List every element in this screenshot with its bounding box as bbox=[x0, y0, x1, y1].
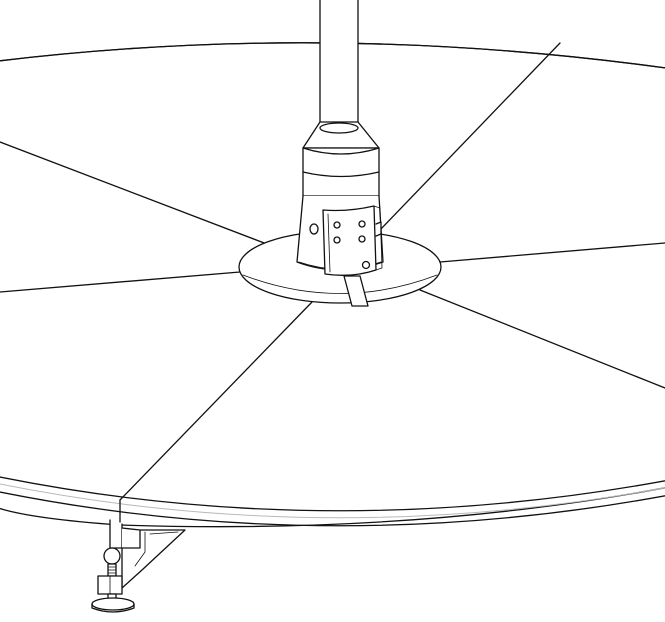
seam-lower-right bbox=[419, 289, 665, 389]
screw-icon bbox=[333, 220, 371, 270]
seam-upper-left bbox=[0, 141, 273, 247]
support-leg bbox=[91, 519, 186, 613]
seam-left bbox=[0, 271, 241, 293]
adjustable-foot-icon bbox=[91, 547, 135, 613]
vent-hole bbox=[309, 223, 319, 235]
seam-upper-right bbox=[379, 42, 561, 231]
segment-seams bbox=[0, 42, 665, 523]
pole bbox=[319, 0, 359, 128]
cable-icon bbox=[343, 275, 369, 307]
mounting-bracket bbox=[322, 205, 383, 276]
seam-lower-left bbox=[119, 301, 313, 501]
seam-right bbox=[439, 242, 665, 263]
